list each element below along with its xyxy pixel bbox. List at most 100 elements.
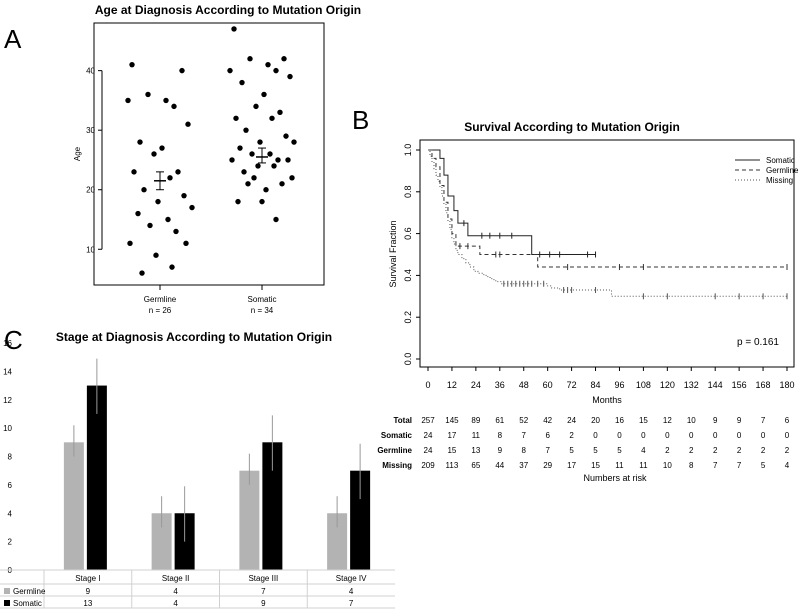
scatter-point — [165, 216, 171, 223]
risk-cell: 15 — [591, 461, 600, 470]
scatter-point — [239, 79, 245, 86]
survival-chart: Survival According to Mutation Origin Su… — [377, 120, 799, 483]
risk-cell: 8 — [522, 446, 527, 455]
survival-xtick-label: 156 — [732, 380, 747, 390]
risk-table-caption: Numbers at risk — [583, 473, 647, 483]
risk-cell: 4 — [785, 461, 790, 470]
risk-cell: 24 — [424, 431, 433, 440]
risk-cell: 13 — [471, 446, 480, 455]
scatter-ytick-label: 10 — [86, 245, 95, 254]
km-curve-missing — [428, 149, 787, 297]
risk-cell: 61 — [495, 416, 504, 425]
scatter-point — [251, 175, 257, 181]
scatter-point — [255, 163, 261, 169]
risk-cell: 12 — [663, 416, 672, 425]
risk-cell: 7 — [545, 446, 550, 455]
scatter-point — [131, 169, 137, 175]
scatter-point — [179, 67, 185, 74]
risk-cell: 24 — [424, 446, 433, 455]
table-cell: 9 — [86, 587, 91, 596]
scatter-title: Age at Diagnosis According to Mutation O… — [95, 3, 361, 17]
risk-cell: 10 — [663, 461, 672, 470]
survival-xtick-label: 108 — [636, 380, 651, 390]
scatter-point — [245, 181, 251, 187]
risk-cell: 44 — [495, 461, 504, 470]
scatter-point — [267, 151, 273, 157]
survival-legend: Somatic Germline Missing — [735, 156, 799, 185]
scatter-point — [291, 139, 297, 145]
bar-ytick-label: 6 — [8, 481, 13, 490]
scatter-point — [185, 121, 191, 127]
survival-ytick-label: 1.0 — [403, 144, 413, 157]
risk-cell: 2 — [737, 446, 742, 455]
risk-cell: 9 — [737, 416, 742, 425]
scatter-point — [263, 187, 269, 193]
scatter-point — [181, 192, 187, 199]
risk-cell: 0 — [737, 431, 742, 440]
bar-chart: Stage at Diagnosis According to Mutation… — [0, 330, 395, 609]
scatter-point — [171, 103, 177, 110]
scatter-point — [137, 139, 143, 145]
scatter-point — [237, 145, 243, 151]
panel-label-c: C — [4, 325, 23, 355]
bar-germline — [151, 513, 172, 570]
risk-cell: 0 — [761, 431, 766, 440]
risk-cell: 0 — [617, 431, 622, 440]
risk-cell: 0 — [641, 431, 646, 440]
survival-xtick-label: 96 — [614, 380, 624, 390]
survival-ylabel: Survival Fraction — [388, 220, 398, 287]
scatter-point — [235, 198, 241, 205]
scatter-point — [135, 210, 141, 217]
survival-xtick-label: 0 — [425, 380, 430, 390]
scatter-ylabel: Age — [73, 146, 82, 161]
risk-cell: 89 — [471, 416, 480, 425]
risk-cell: 7 — [713, 461, 718, 470]
legend-missing: Missing — [766, 176, 793, 185]
scatter-point — [265, 61, 271, 68]
risk-cell: 20 — [591, 416, 600, 425]
scatter-point — [277, 109, 283, 116]
bar-ytick-label: 16 — [3, 339, 12, 348]
bar-ytick-label: 8 — [8, 453, 13, 462]
scatter-point — [275, 157, 281, 163]
bar-ytick-label: 10 — [3, 424, 12, 433]
scatter-point — [153, 252, 159, 258]
risk-cell: 5 — [569, 446, 574, 455]
table-cell: 4 — [173, 599, 178, 608]
risk-cell: 2 — [665, 446, 670, 455]
panel-label-a: A — [4, 24, 22, 54]
scatter-point — [273, 67, 279, 74]
scatter-point — [269, 115, 275, 121]
scatter-point — [139, 270, 145, 276]
table-cell: 13 — [83, 599, 92, 608]
risk-cell: 2 — [569, 431, 574, 440]
table-cell: 9 — [261, 599, 266, 608]
legend-label-somatic: Somatic — [13, 599, 42, 608]
scatter-ytick-label: 30 — [86, 126, 95, 135]
risk-cell: 8 — [689, 461, 694, 470]
risk-cell: 2 — [713, 446, 718, 455]
scatter-point — [271, 163, 277, 169]
risk-cell: 52 — [519, 416, 528, 425]
survival-axes: 0 12 24 36 48 60 72 84 96 108 120 132 144 156 168 180 0.… — [403, 144, 795, 390]
survival-xtick-label: 12 — [447, 380, 457, 390]
survival-xtick-label: 132 — [684, 380, 699, 390]
survival-ytick-label: 0.8 — [403, 186, 413, 199]
risk-row-label: Total — [393, 416, 412, 425]
table-cell: 4 — [349, 587, 354, 596]
survival-xtick-label: 168 — [756, 380, 771, 390]
scatter-point — [279, 181, 285, 187]
risk-cell: 0 — [689, 431, 694, 440]
survival-ytick-label: 0.2 — [403, 311, 413, 324]
risk-row-label: Germline — [377, 446, 412, 455]
scatter-point — [167, 175, 173, 181]
survival-xtick-label: 180 — [779, 380, 794, 390]
scatter-point — [249, 151, 255, 157]
survival-ytick-label: 0.4 — [403, 269, 413, 282]
scatter-point — [151, 151, 157, 157]
risk-cell: 9 — [713, 416, 718, 425]
risk-cell: 6 — [545, 431, 550, 440]
km-curve-germline — [428, 149, 787, 268]
risk-cell: 0 — [713, 431, 718, 440]
survival-title: Survival According to Mutation Origin — [464, 120, 680, 134]
